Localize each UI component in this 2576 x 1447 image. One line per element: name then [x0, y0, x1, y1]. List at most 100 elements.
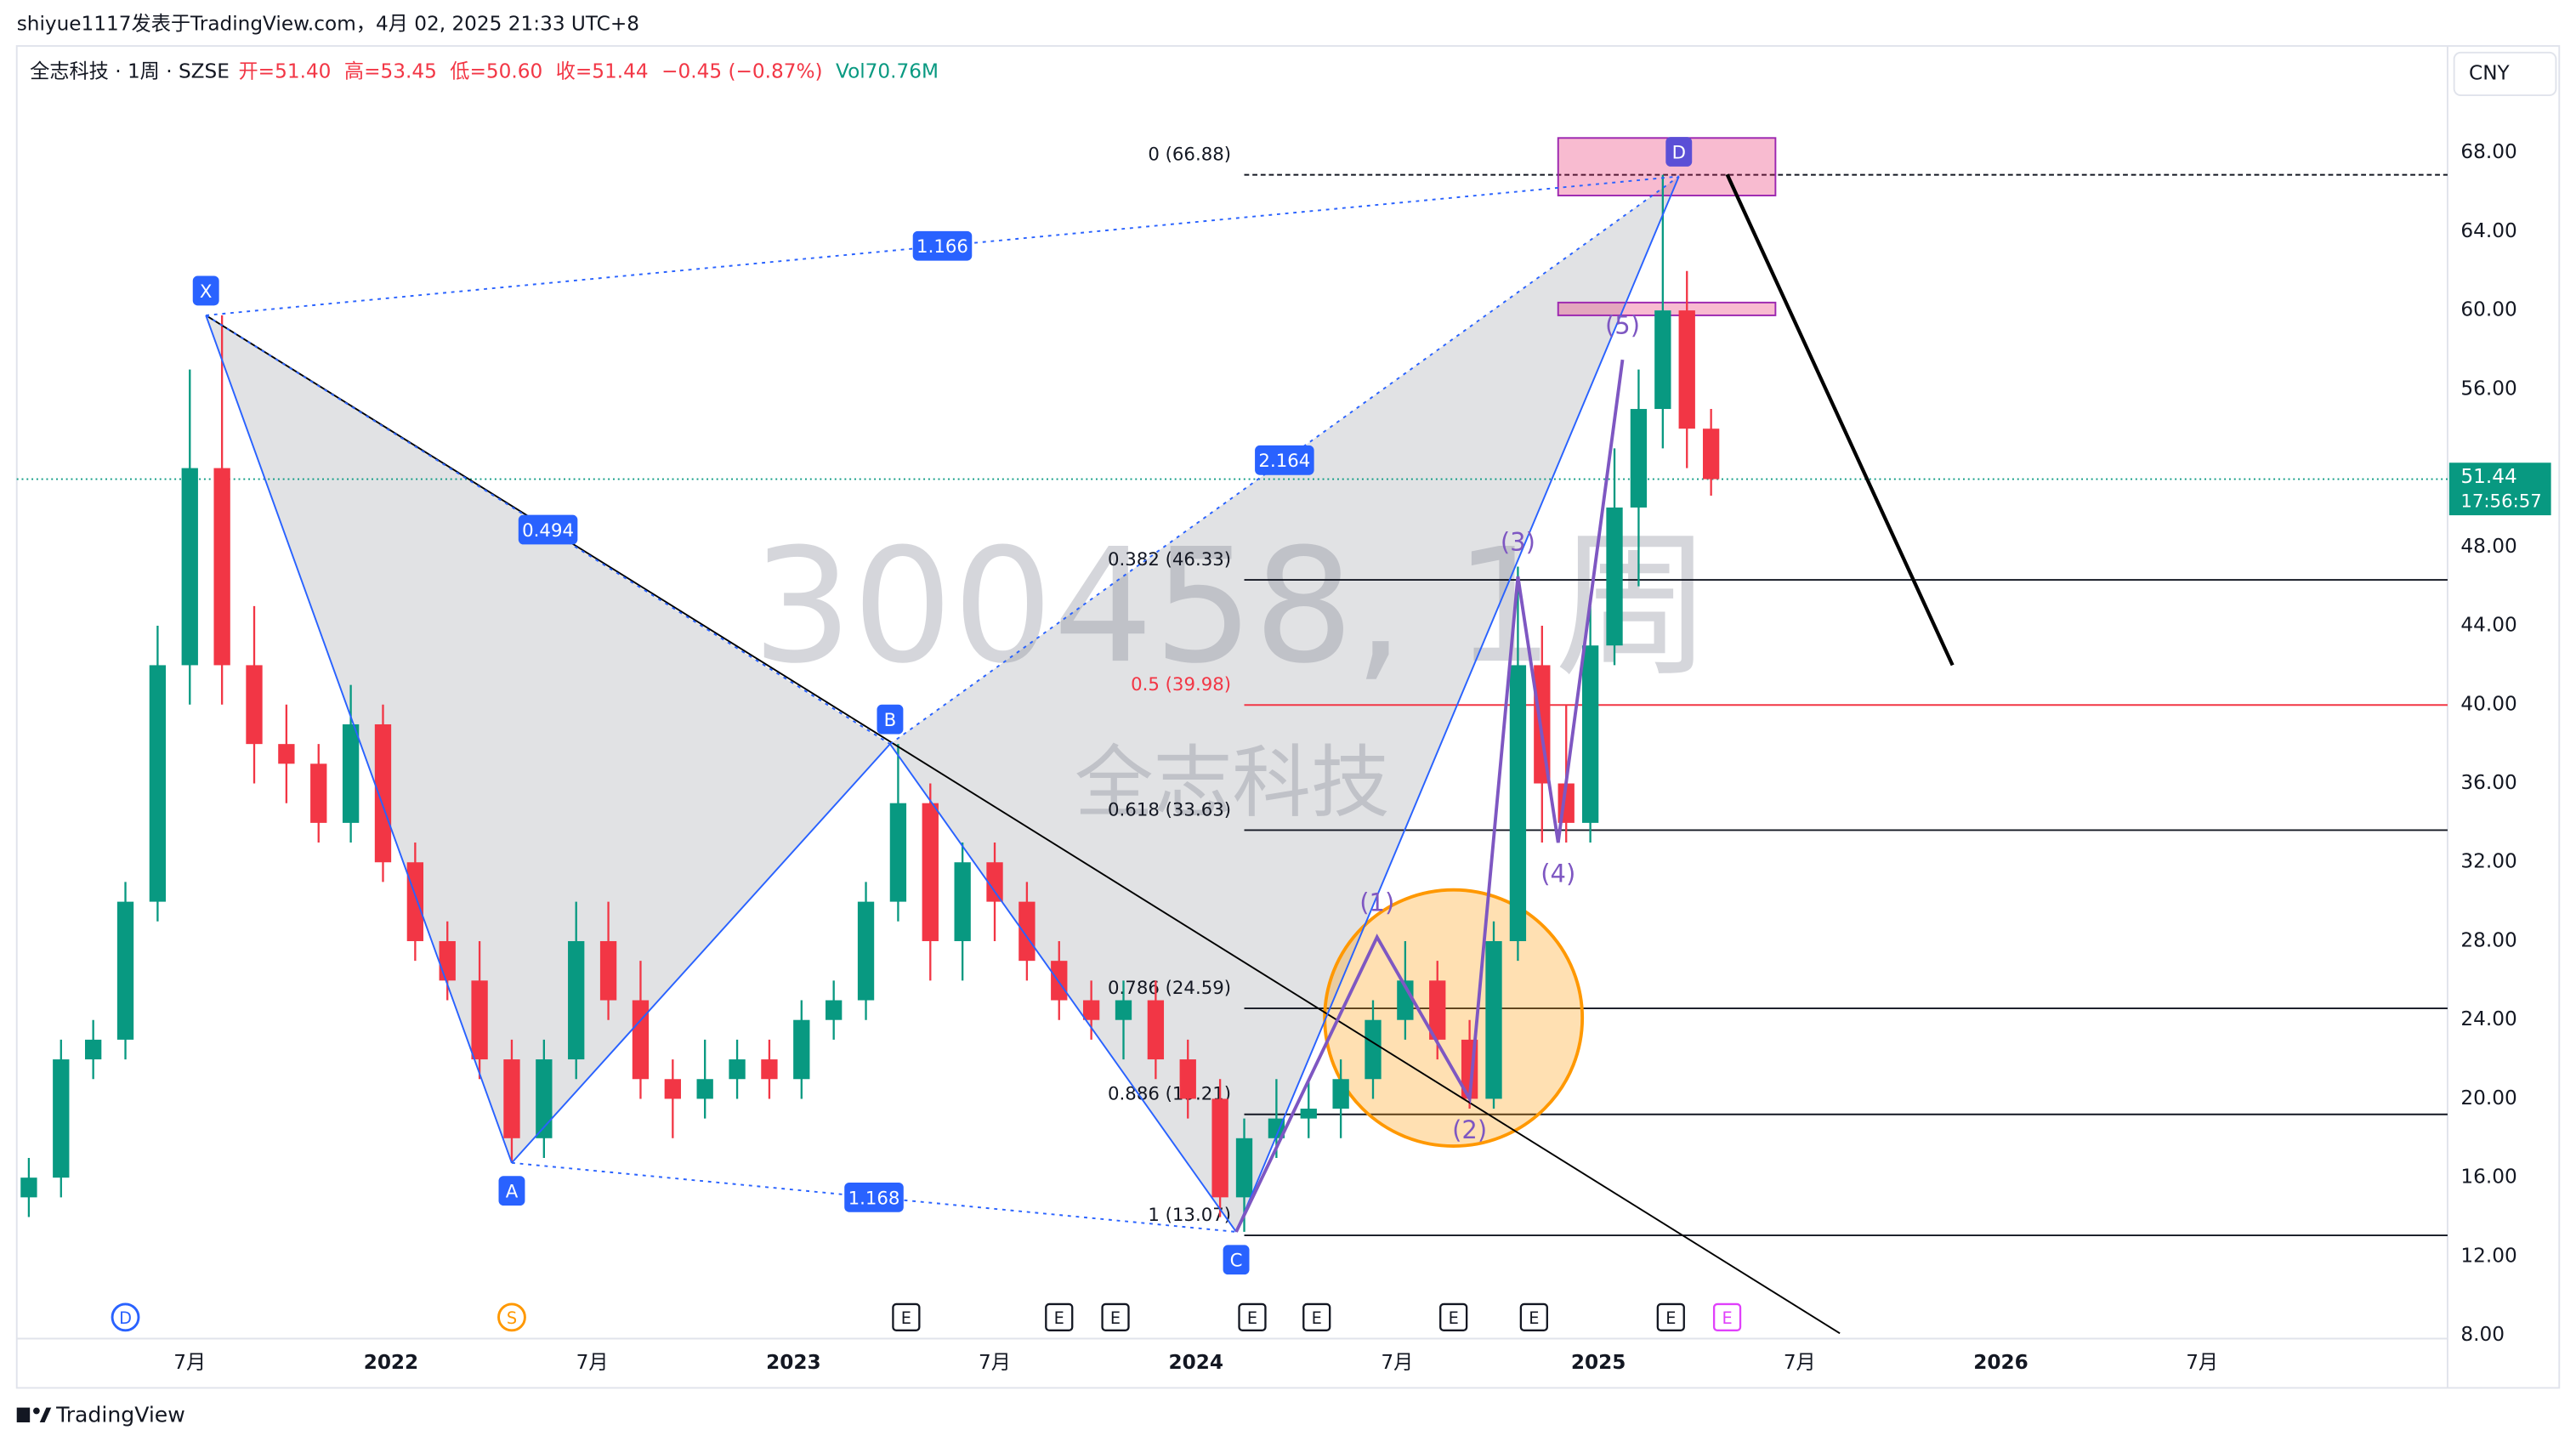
fib-label: 0.886 (19.21)	[1108, 1084, 1231, 1105]
point-label: B	[884, 710, 897, 731]
y-tick-label: 68.00	[2460, 140, 2516, 163]
candle-body	[1018, 901, 1036, 962]
stat: 开=51.40	[239, 60, 332, 83]
wave-label: (5)	[1605, 310, 1640, 339]
event-label: E	[901, 1308, 911, 1328]
price-tag-value: 51.44	[2460, 465, 2516, 488]
candle-body	[1179, 1059, 1196, 1099]
stat: −0.45 (−0.87%)	[661, 60, 822, 83]
event-marker	[1519, 1302, 1548, 1331]
candle-body	[439, 940, 456, 981]
x-tick-label: 7月	[1784, 1351, 1816, 1374]
ratio-label: 0.494	[522, 520, 574, 542]
point-badge	[1223, 1245, 1250, 1275]
y-tick-label: 20.00	[2460, 1087, 2516, 1109]
event-label: E	[1247, 1308, 1257, 1328]
price-tag	[2448, 462, 2551, 516]
y-tick-label: 28.00	[2460, 928, 2516, 951]
y-tick-label: 24.00	[2460, 1007, 2516, 1030]
fib-label: 0.618 (33.63)	[1108, 799, 1231, 820]
event-label: D	[119, 1308, 132, 1328]
event-label: E	[1722, 1308, 1732, 1328]
candle-body	[1147, 1000, 1165, 1060]
x-tick-label: 7月	[576, 1351, 609, 1374]
point-label: X	[200, 281, 213, 303]
candle-body	[664, 1079, 681, 1099]
candle-body	[761, 1059, 778, 1080]
wave-line	[1234, 359, 1625, 1233]
candle-body	[406, 862, 424, 941]
y-tick-label: 16.00	[2460, 1166, 2516, 1189]
x-tick-label: 7月	[1381, 1351, 1413, 1374]
ohlc-stats: 开=51.40 高=53.45 低=50.60 收=51.44 −0.45 (−0.87…	[239, 60, 939, 83]
event-marker	[892, 1302, 921, 1331]
point-badge	[498, 1176, 525, 1206]
event-label: E	[1529, 1308, 1539, 1328]
y-tick-label: 44.00	[2460, 614, 2516, 637]
candle-body	[503, 1059, 520, 1138]
wave-label: (3)	[1501, 527, 1535, 556]
candle-body	[1268, 1118, 1285, 1138]
x-tick-label: 7月	[979, 1351, 1011, 1374]
candle-body	[1509, 665, 1527, 941]
ratio-label: 2.164	[1258, 451, 1310, 472]
price-tag-countdown: 17:56:57	[2460, 491, 2541, 513]
event-label: S	[507, 1308, 517, 1328]
event-marker	[497, 1302, 526, 1332]
candle-body	[53, 1059, 70, 1178]
event-marker	[1238, 1302, 1267, 1331]
x-tick-label: 7月	[173, 1351, 206, 1374]
x-tick-label: 2024	[1168, 1351, 1223, 1374]
y-tick-label: 48.00	[2460, 535, 2516, 558]
candle-body	[1115, 1000, 1132, 1020]
symbol: 全志科技 · 1周 · SZSE	[30, 60, 230, 83]
point-badge	[192, 275, 219, 306]
x-tick-label: 2023	[766, 1351, 821, 1374]
ratio-label: 1.168	[848, 1188, 900, 1209]
event-marker	[1302, 1302, 1331, 1331]
fib-label: 0 (66.88)	[1148, 144, 1231, 165]
event-marker	[1101, 1302, 1130, 1331]
point-badge	[877, 704, 904, 735]
candle-body	[1082, 1000, 1100, 1020]
x-tick-label: 2022	[364, 1351, 418, 1374]
point-badge	[1665, 137, 1693, 167]
event-marker	[1656, 1302, 1685, 1331]
y-tick-label: 8.00	[2460, 1323, 2505, 1346]
event-marker	[111, 1302, 140, 1332]
candle-body	[599, 940, 617, 1001]
pattern-leg	[1235, 176, 1680, 1233]
candle-body	[342, 724, 360, 823]
stat: 低=50.60	[450, 60, 542, 83]
currency-button[interactable]	[2453, 51, 2557, 97]
event-label: E	[1110, 1308, 1121, 1328]
event-label: E	[1449, 1308, 1459, 1328]
currency[interactable]: CNY	[2469, 61, 2511, 84]
wave-label: (2)	[1452, 1115, 1487, 1144]
ratio-badge	[518, 514, 578, 545]
stat: 高=53.45	[344, 60, 437, 83]
stat: 收=51.44	[556, 60, 649, 83]
event-marker	[1439, 1302, 1468, 1331]
pattern-leg	[511, 743, 891, 1164]
y-tick-label: 56.00	[2460, 377, 2516, 400]
candle-body	[696, 1079, 713, 1099]
pattern-fill	[889, 176, 1679, 1232]
ratio-label: 1.166	[916, 236, 968, 258]
candle-body	[1485, 940, 1502, 1099]
candle-body	[116, 901, 134, 1040]
candle-body	[922, 803, 939, 941]
candle-body	[84, 1039, 102, 1060]
ratio-badge	[1255, 445, 1314, 475]
wave-label: (4)	[1540, 860, 1575, 888]
candle-body	[568, 940, 585, 1060]
candle-body	[471, 980, 488, 1060]
candle-body	[20, 1177, 37, 1198]
ratio-badge	[844, 1182, 904, 1212]
y-tick-label: 60.00	[2460, 298, 2516, 321]
point-label: D	[1672, 142, 1686, 163]
event-label: E	[1665, 1308, 1676, 1328]
candle-body	[729, 1059, 746, 1080]
candle-body	[536, 1059, 553, 1138]
